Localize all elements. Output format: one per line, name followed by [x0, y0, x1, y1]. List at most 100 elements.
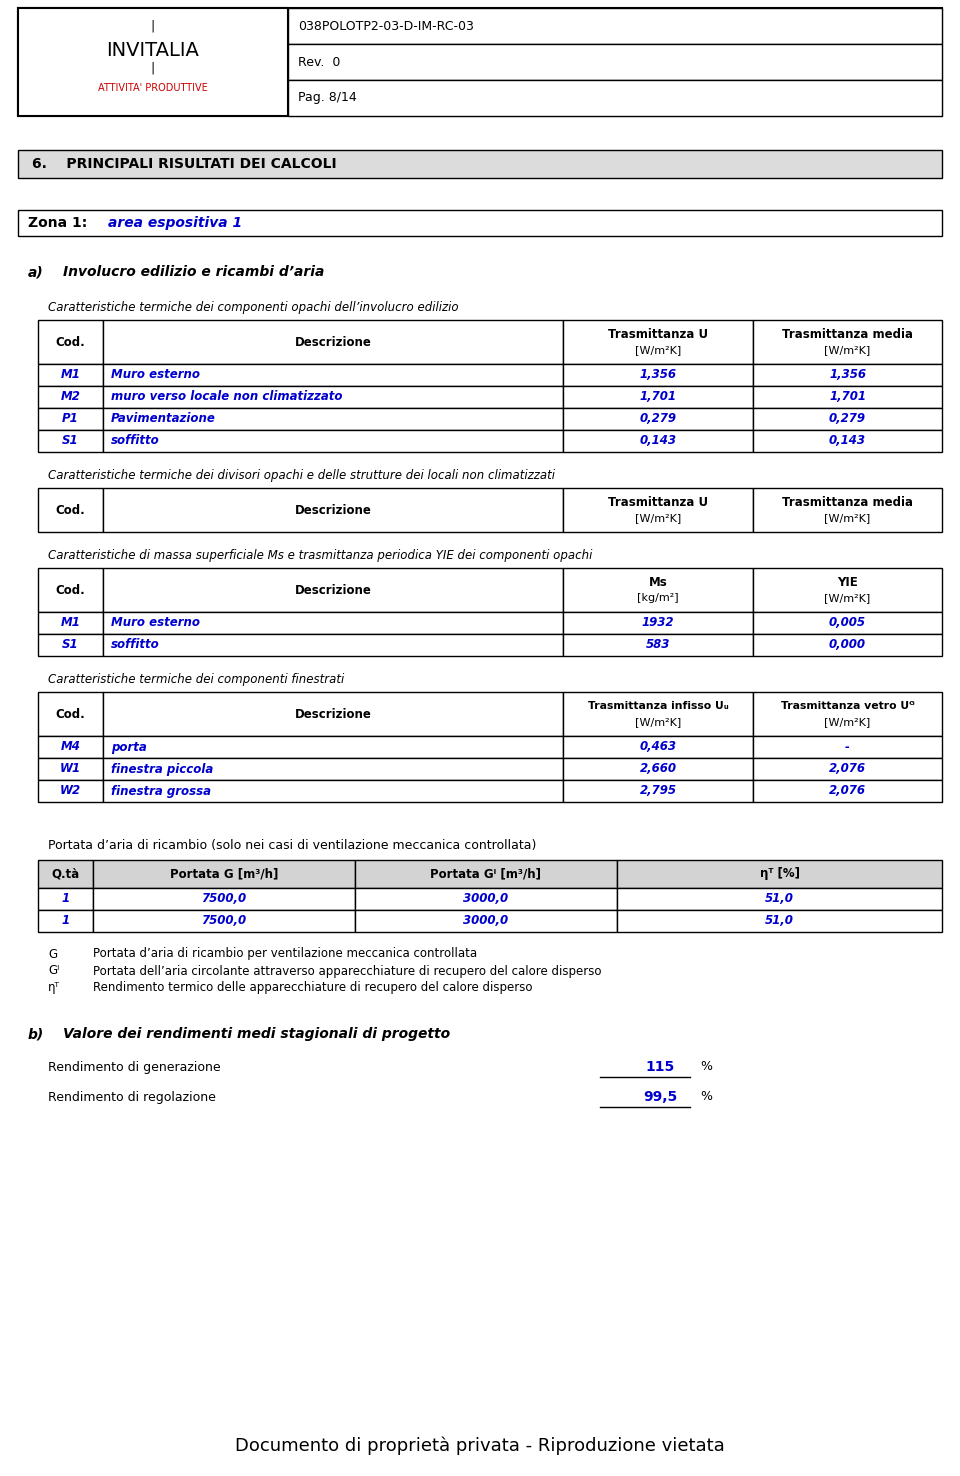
- Text: a): a): [28, 266, 44, 279]
- Text: 7500,0: 7500,0: [202, 893, 247, 905]
- Text: 1,356: 1,356: [829, 369, 866, 381]
- Text: 1,701: 1,701: [639, 391, 677, 403]
- Text: M2: M2: [60, 391, 81, 403]
- Text: S1: S1: [62, 639, 79, 651]
- Bar: [617, 911, 942, 931]
- Text: Trasmittanza media: Trasmittanza media: [782, 328, 913, 341]
- Bar: [563, 365, 753, 387]
- Text: 99,5: 99,5: [643, 1089, 677, 1104]
- Bar: [563, 387, 753, 407]
- Bar: [103, 779, 563, 801]
- Text: Valore dei rendimenti medi stagionali di progetto: Valore dei rendimenti medi stagionali di…: [63, 1027, 450, 1041]
- Text: Trasmittanza U: Trasmittanza U: [608, 328, 708, 341]
- Bar: [103, 613, 563, 635]
- Text: Caratteristiche termiche dei componenti finestrati: Caratteristiche termiche dei componenti …: [48, 673, 345, 686]
- Text: Caratteristiche termiche dei divisori opachi e delle strutture dei locali non cl: Caratteristiche termiche dei divisori op…: [48, 469, 555, 483]
- Text: Portata G [m³/h]: Portata G [m³/h]: [170, 868, 278, 881]
- Text: 1,356: 1,356: [639, 369, 677, 381]
- Bar: [617, 861, 942, 889]
- Text: Involucro edilizio e ricambi d’aria: Involucro edilizio e ricambi d’aria: [63, 266, 324, 279]
- Bar: [93, 911, 355, 931]
- Bar: [753, 737, 942, 759]
- Text: Muro esterno: Muro esterno: [111, 369, 200, 381]
- Text: Caratteristiche termiche dei componenti opachi dell’involucro edilizio: Caratteristiche termiche dei componenti …: [48, 301, 459, 314]
- Text: 0,000: 0,000: [829, 639, 866, 651]
- Text: 0,005: 0,005: [829, 617, 866, 629]
- Bar: [563, 430, 753, 452]
- Text: finestra grossa: finestra grossa: [111, 785, 211, 797]
- Bar: [38, 737, 103, 759]
- Text: Descrizione: Descrizione: [295, 503, 372, 517]
- Bar: [563, 759, 753, 779]
- Text: Descrizione: Descrizione: [295, 707, 372, 720]
- Bar: [355, 861, 617, 889]
- Text: 1: 1: [61, 893, 69, 905]
- Bar: [288, 44, 942, 80]
- Bar: [93, 861, 355, 889]
- Text: [kg/m²]: [kg/m²]: [637, 593, 679, 602]
- Bar: [38, 861, 93, 889]
- Bar: [38, 759, 103, 779]
- Text: 51,0: 51,0: [765, 915, 794, 927]
- Text: -: -: [845, 741, 850, 754]
- Text: Pavimentazione: Pavimentazione: [111, 412, 216, 425]
- Text: Rendimento di regolazione: Rendimento di regolazione: [48, 1091, 216, 1104]
- Text: Rendimento di generazione: Rendimento di generazione: [48, 1060, 221, 1073]
- Text: 2,076: 2,076: [829, 785, 866, 797]
- Text: ηᵀ [%]: ηᵀ [%]: [759, 868, 800, 881]
- Bar: [38, 489, 103, 531]
- Bar: [563, 320, 753, 365]
- Text: muro verso locale non climatizzato: muro verso locale non climatizzato: [111, 391, 343, 403]
- Text: %: %: [700, 1091, 712, 1104]
- Text: INVITALIA: INVITALIA: [107, 40, 200, 59]
- Bar: [355, 889, 617, 911]
- Text: Ms: Ms: [649, 576, 667, 589]
- Bar: [103, 568, 563, 613]
- Bar: [288, 7, 942, 44]
- Text: M1: M1: [60, 617, 81, 629]
- Bar: [753, 635, 942, 655]
- Bar: [103, 737, 563, 759]
- Text: Cod.: Cod.: [56, 335, 85, 348]
- Text: M4: M4: [60, 741, 81, 754]
- Bar: [103, 759, 563, 779]
- Bar: [38, 889, 93, 911]
- Bar: [753, 613, 942, 635]
- Bar: [38, 568, 103, 613]
- Bar: [753, 568, 942, 613]
- Text: 1: 1: [61, 915, 69, 927]
- Bar: [38, 779, 103, 801]
- Bar: [563, 635, 753, 655]
- Text: 0,279: 0,279: [829, 412, 866, 425]
- Text: soffitto: soffitto: [111, 434, 159, 447]
- Bar: [18, 7, 942, 117]
- Bar: [753, 387, 942, 407]
- Bar: [38, 430, 103, 452]
- Text: 3000,0: 3000,0: [464, 893, 509, 905]
- Bar: [38, 387, 103, 407]
- Bar: [38, 613, 103, 635]
- Text: 115: 115: [645, 1060, 675, 1075]
- Bar: [753, 759, 942, 779]
- Text: 3000,0: 3000,0: [464, 915, 509, 927]
- Text: Trasmittanza infisso Uᵤ: Trasmittanza infisso Uᵤ: [588, 701, 729, 711]
- Text: 2,795: 2,795: [639, 785, 677, 797]
- Bar: [38, 692, 103, 737]
- Bar: [38, 365, 103, 387]
- Text: 0,279: 0,279: [639, 412, 677, 425]
- Bar: [753, 779, 942, 801]
- Text: Trasmittanza vetro Uᴳ: Trasmittanza vetro Uᴳ: [780, 701, 914, 711]
- Bar: [563, 613, 753, 635]
- Text: b): b): [28, 1027, 44, 1041]
- Text: Portata d’aria di ricambio per ventilazione meccanica controllata: Portata d’aria di ricambio per ventilazi…: [93, 948, 477, 961]
- Bar: [103, 387, 563, 407]
- Bar: [753, 489, 942, 531]
- Text: %: %: [700, 1060, 712, 1073]
- Bar: [103, 320, 563, 365]
- Text: Trasmittanza U: Trasmittanza U: [608, 496, 708, 509]
- Text: 0,463: 0,463: [639, 741, 677, 754]
- Bar: [563, 568, 753, 613]
- Text: [W/m²K]: [W/m²K]: [825, 593, 871, 602]
- Bar: [93, 889, 355, 911]
- Text: porta: porta: [111, 741, 147, 754]
